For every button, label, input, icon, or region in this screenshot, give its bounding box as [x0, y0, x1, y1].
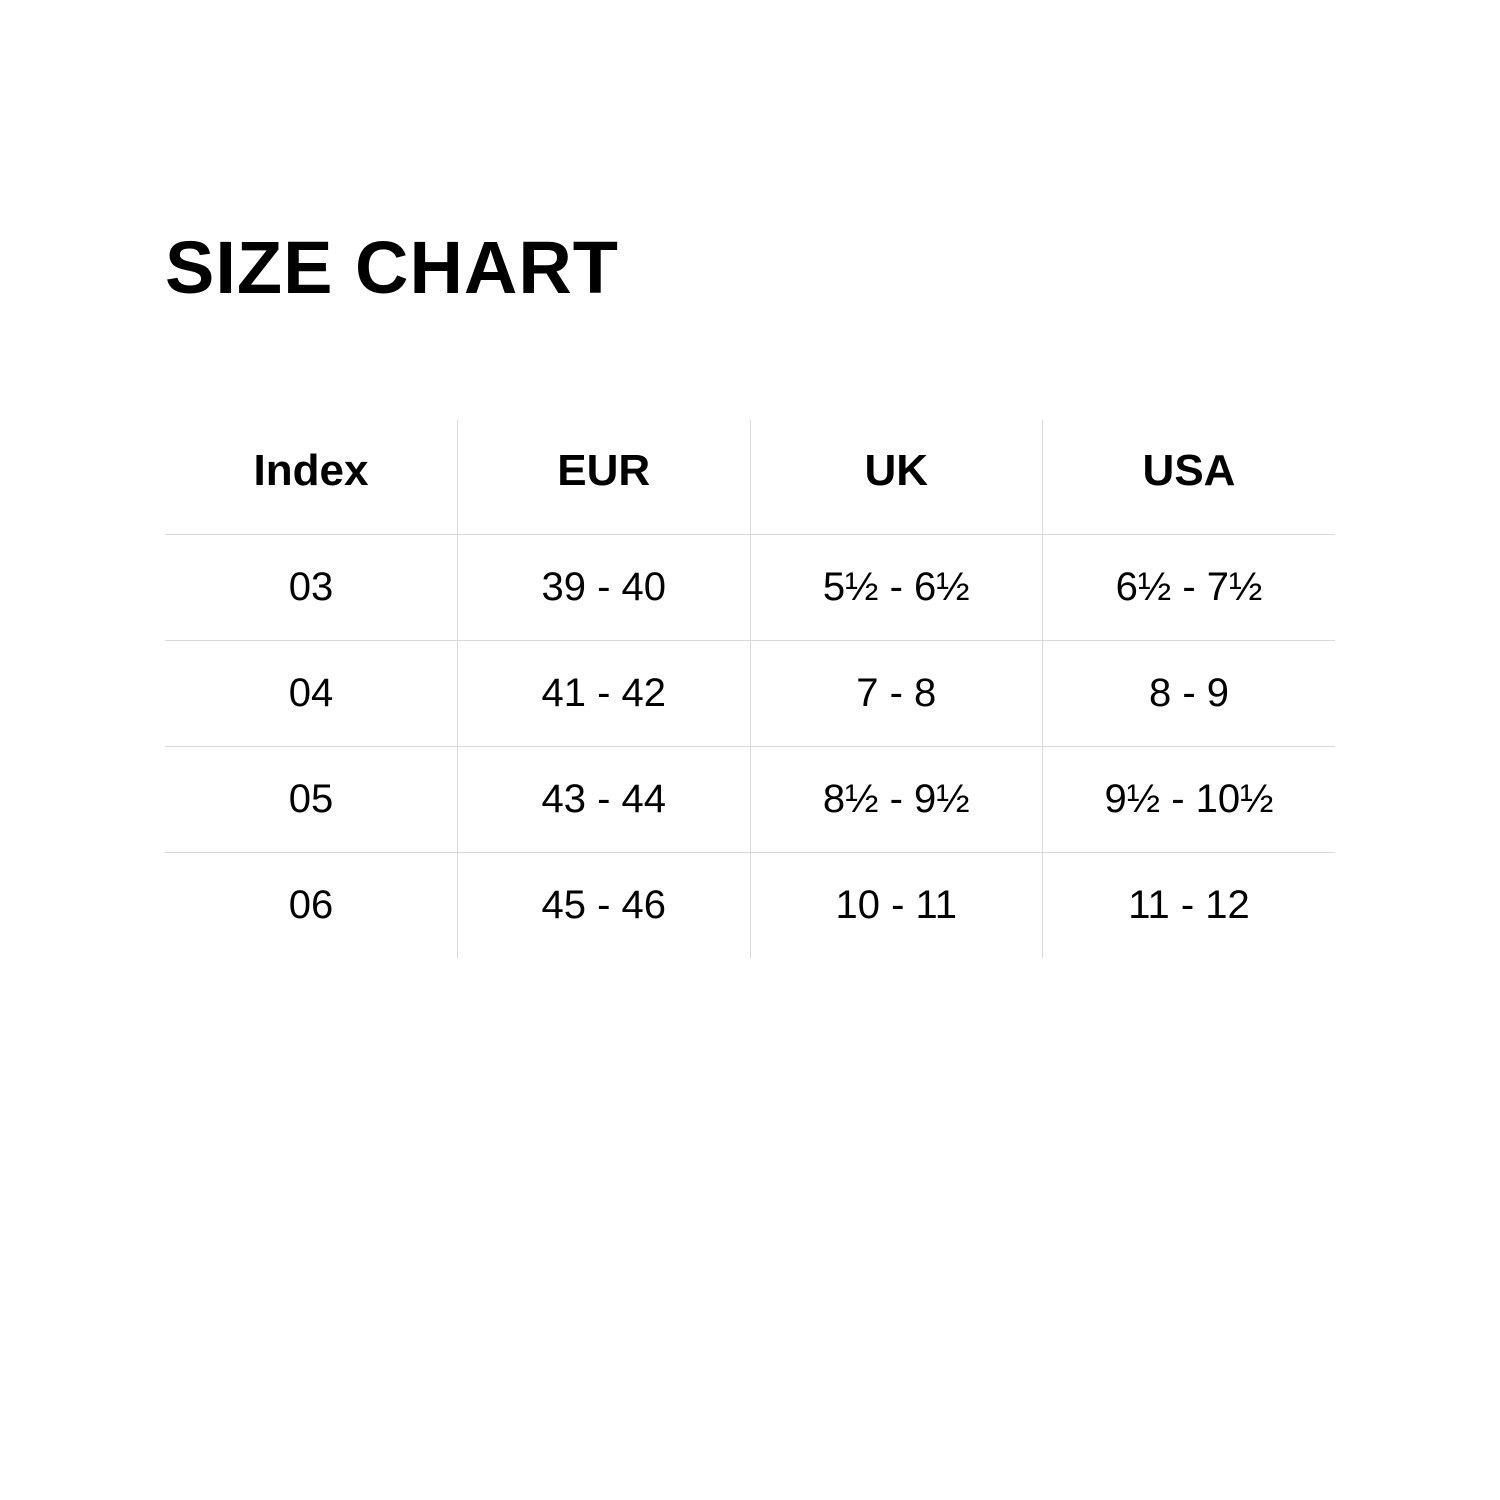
cell-index: 06: [165, 853, 458, 959]
table-row: 04 41 - 42 7 - 8 8 - 9: [165, 641, 1335, 747]
cell-uk: 7 - 8: [750, 641, 1043, 747]
cell-index: 04: [165, 641, 458, 747]
cell-usa: 11 - 12: [1043, 853, 1336, 959]
column-header-uk: UK: [750, 420, 1043, 535]
cell-usa: 8 - 9: [1043, 641, 1336, 747]
cell-eur: 41 - 42: [458, 641, 751, 747]
cell-index: 03: [165, 535, 458, 641]
column-header-eur: EUR: [458, 420, 751, 535]
cell-eur: 43 - 44: [458, 747, 751, 853]
table-header-row: Index EUR UK USA: [165, 420, 1335, 535]
cell-usa: 9½ - 10½: [1043, 747, 1336, 853]
cell-usa: 6½ - 7½: [1043, 535, 1336, 641]
size-chart-table: Index EUR UK USA 03 39 - 40 5½ - 6½ 6½ -…: [165, 420, 1335, 958]
cell-uk: 8½ - 9½: [750, 747, 1043, 853]
cell-uk: 5½ - 6½: [750, 535, 1043, 641]
page-title: SIZE CHART: [165, 225, 1335, 310]
table-row: 05 43 - 44 8½ - 9½ 9½ - 10½: [165, 747, 1335, 853]
column-header-index: Index: [165, 420, 458, 535]
cell-eur: 39 - 40: [458, 535, 751, 641]
cell-uk: 10 - 11: [750, 853, 1043, 959]
table-row: 03 39 - 40 5½ - 6½ 6½ - 7½: [165, 535, 1335, 641]
cell-index: 05: [165, 747, 458, 853]
table-row: 06 45 - 46 10 - 11 11 - 12: [165, 853, 1335, 959]
cell-eur: 45 - 46: [458, 853, 751, 959]
column-header-usa: USA: [1043, 420, 1336, 535]
